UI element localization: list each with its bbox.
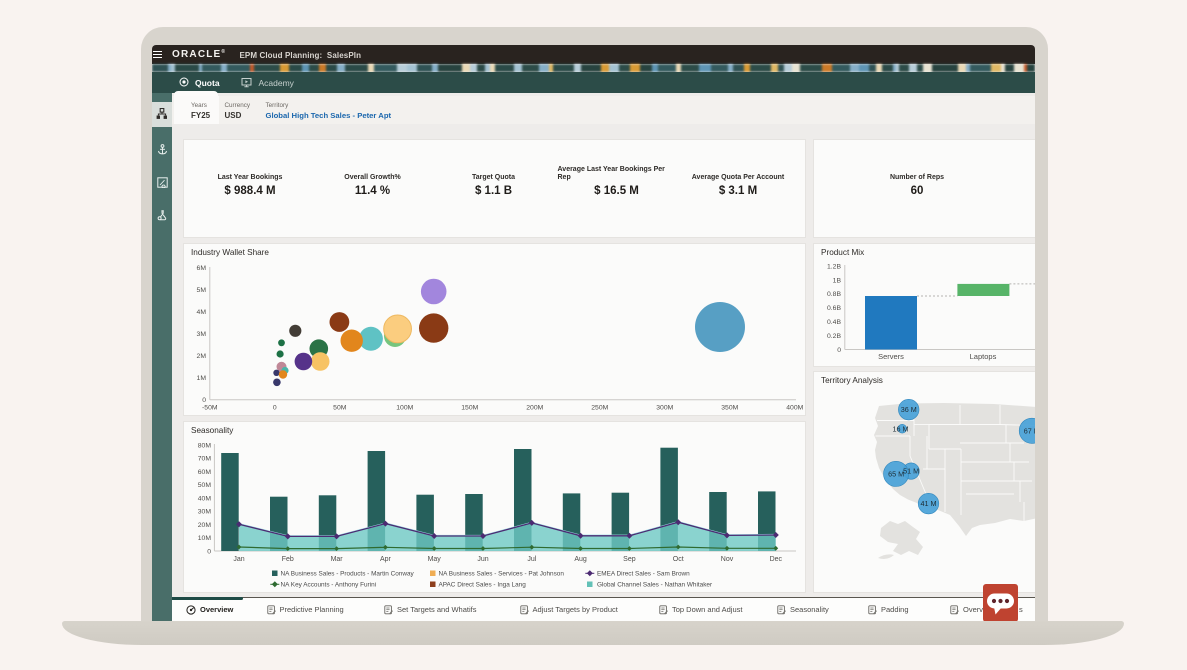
svg-text:300M: 300M <box>656 405 673 412</box>
svg-text:Sep: Sep <box>623 556 636 563</box>
svg-text:80M: 80M <box>198 442 212 449</box>
svg-text:16 M: 16 M <box>893 424 909 433</box>
svg-text:4M: 4M <box>197 309 207 316</box>
svg-text:41 M: 41 M <box>921 499 937 508</box>
svg-text:50M: 50M <box>333 405 347 412</box>
svg-text:Aug: Aug <box>574 556 587 563</box>
svg-text:NA Key Accounts - Anthony Furi: NA Key Accounts - Anthony Furini <box>281 581 377 588</box>
svg-text:50M: 50M <box>198 482 212 489</box>
svg-text:0: 0 <box>273 405 277 412</box>
svg-text:Jun: Jun <box>477 556 488 563</box>
svg-text:0: 0 <box>207 548 211 555</box>
svg-text:70M: 70M <box>198 455 212 462</box>
svg-text:1B: 1B <box>833 277 842 284</box>
svg-text:250M: 250M <box>591 405 608 412</box>
svg-text:10M: 10M <box>198 535 212 542</box>
svg-text:350M: 350M <box>721 405 738 412</box>
svg-text:150M: 150M <box>461 405 478 412</box>
svg-text:Apr: Apr <box>380 556 392 563</box>
svg-text:100M: 100M <box>396 405 413 412</box>
svg-text:0.2B: 0.2B <box>827 333 841 340</box>
svg-text:Servers: Servers <box>878 352 904 361</box>
svg-text:30M: 30M <box>198 508 212 515</box>
svg-text:36 M: 36 M <box>901 405 917 414</box>
svg-text:51 M: 51 M <box>903 467 919 476</box>
svg-text:EMEA Direct Sales - Sam Brown: EMEA Direct Sales - Sam Brown <box>597 570 690 577</box>
svg-text:1.2B: 1.2B <box>827 263 841 270</box>
svg-text:Oct: Oct <box>673 556 684 563</box>
svg-text:Mar: Mar <box>331 556 344 563</box>
svg-text:Dec: Dec <box>770 556 783 563</box>
svg-text:Feb: Feb <box>282 556 294 563</box>
svg-text:May: May <box>428 556 442 563</box>
svg-text:65 M: 65 M <box>888 470 904 479</box>
svg-text:Global Channel Sales - Nathan: Global Channel Sales - Nathan Whitaker <box>597 581 713 588</box>
svg-text:40M: 40M <box>198 495 212 502</box>
svg-text:3M: 3M <box>197 331 207 338</box>
svg-text:20M: 20M <box>198 521 212 528</box>
svg-text:Laptops: Laptops <box>970 352 997 361</box>
svg-text:0: 0 <box>202 397 206 404</box>
svg-text:60M: 60M <box>198 468 212 475</box>
svg-text:2M: 2M <box>197 353 207 360</box>
svg-text:APAC Direct Sales - Inga Lang: APAC Direct Sales - Inga Lang <box>439 581 527 588</box>
svg-text:-50M: -50M <box>202 405 218 412</box>
svg-text:0.4B: 0.4B <box>827 319 841 326</box>
svg-text:200M: 200M <box>526 405 543 412</box>
svg-text:400M: 400M <box>786 405 803 412</box>
svg-text:1M: 1M <box>197 375 207 382</box>
svg-text:0: 0 <box>837 347 841 354</box>
svg-text:6M: 6M <box>197 265 207 272</box>
svg-text:Nov: Nov <box>721 556 734 563</box>
svg-text:NA Business Sales - Products -: NA Business Sales - Products - Martin Co… <box>281 570 415 577</box>
svg-text:0.6B: 0.6B <box>827 305 841 312</box>
svg-text:67 M: 67 M <box>1024 426 1035 435</box>
svg-text:NA Business Sales - Services -: NA Business Sales - Services - Pat Johns… <box>439 570 565 577</box>
svg-text:Jan: Jan <box>233 556 244 563</box>
svg-text:0.8B: 0.8B <box>827 291 841 298</box>
svg-text:Jul: Jul <box>527 556 536 563</box>
svg-text:5M: 5M <box>197 287 207 294</box>
